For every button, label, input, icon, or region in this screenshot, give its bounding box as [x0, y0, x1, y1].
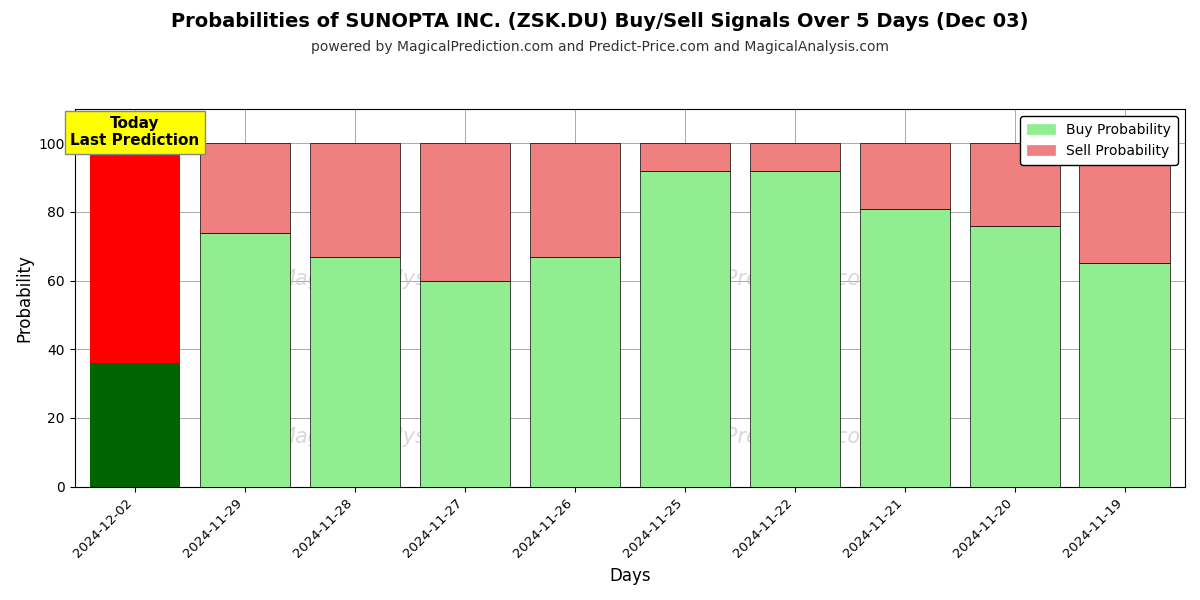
Bar [529, 143, 620, 257]
Bar [750, 143, 840, 171]
Text: powered by MagicalPrediction.com and Predict-Price.com and MagicalAnalysis.com: powered by MagicalPrediction.com and Pre… [311, 40, 889, 54]
Bar [750, 171, 840, 487]
Bar [200, 233, 290, 487]
Bar [420, 143, 510, 281]
X-axis label: Days: Days [610, 567, 650, 585]
Bar [640, 171, 730, 487]
Bar [90, 363, 180, 487]
Bar [310, 143, 400, 257]
Text: MagicalPrediction.com: MagicalPrediction.com [646, 269, 881, 289]
Bar [529, 257, 620, 487]
Text: Probabilities of SUNOPTA INC. (ZSK.DU) Buy/Sell Signals Over 5 Days (Dec 03): Probabilities of SUNOPTA INC. (ZSK.DU) B… [172, 12, 1028, 31]
Bar [970, 143, 1060, 226]
Bar [1080, 263, 1170, 487]
Bar [859, 209, 949, 487]
Bar [310, 257, 400, 487]
Y-axis label: Probability: Probability [16, 254, 34, 341]
Text: Today
Last Prediction: Today Last Prediction [71, 116, 199, 148]
Bar [859, 143, 949, 209]
Bar [420, 281, 510, 487]
Text: MagicalPrediction.com: MagicalPrediction.com [646, 427, 881, 448]
Bar [1080, 143, 1170, 263]
Bar [640, 143, 730, 171]
Legend: Buy Probability, Sell Probability: Buy Probability, Sell Probability [1020, 116, 1178, 165]
Bar [970, 226, 1060, 487]
Bar [90, 143, 180, 363]
Text: MagicalAnalysis.com: MagicalAnalysis.com [277, 269, 494, 289]
Bar [200, 143, 290, 233]
Text: MagicalAnalysis.com: MagicalAnalysis.com [277, 427, 494, 448]
